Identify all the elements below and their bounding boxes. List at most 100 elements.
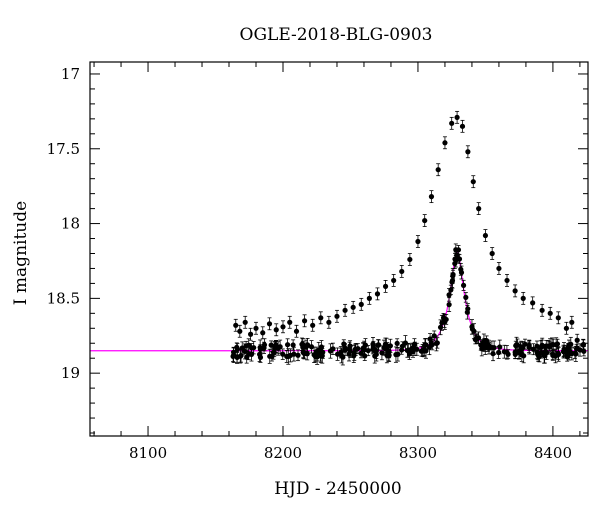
data-point bbox=[581, 348, 587, 354]
data-point bbox=[272, 344, 278, 350]
data-point bbox=[408, 347, 414, 353]
data-point bbox=[512, 351, 518, 357]
data-point bbox=[489, 344, 495, 351]
data-point bbox=[435, 167, 441, 173]
data-point bbox=[470, 179, 476, 185]
data-point bbox=[295, 352, 301, 358]
data-point bbox=[352, 346, 358, 352]
data-point bbox=[458, 269, 465, 276]
data-point bbox=[399, 347, 405, 353]
data-point bbox=[334, 313, 340, 319]
data-point bbox=[300, 349, 306, 355]
data-point bbox=[504, 277, 510, 284]
data-point bbox=[244, 354, 250, 360]
data-point bbox=[522, 341, 528, 347]
data-point bbox=[242, 319, 248, 325]
data-point bbox=[415, 238, 421, 245]
data-point bbox=[456, 256, 463, 262]
data-point bbox=[497, 344, 503, 350]
data-point bbox=[566, 342, 572, 348]
data-point bbox=[267, 353, 273, 359]
data-point bbox=[560, 349, 567, 355]
data-point bbox=[287, 319, 293, 325]
y-tick-label: 19 bbox=[61, 364, 80, 382]
data-point bbox=[327, 348, 334, 354]
data-point bbox=[573, 351, 579, 357]
data-point bbox=[450, 271, 456, 278]
x-tick-label: 8100 bbox=[129, 444, 167, 462]
data-point bbox=[285, 353, 291, 360]
data-point bbox=[563, 325, 570, 331]
data-point bbox=[526, 344, 532, 350]
data-point bbox=[460, 282, 467, 288]
data-point bbox=[574, 337, 580, 343]
data-point bbox=[553, 342, 559, 348]
data-point bbox=[555, 315, 561, 321]
data-point bbox=[422, 217, 428, 224]
data-point bbox=[474, 335, 480, 341]
data-point bbox=[374, 291, 381, 297]
tick-labels: 8100 8200 8300 8400 17 17.5 18 18.5 19 bbox=[47, 65, 572, 462]
data-point bbox=[423, 348, 429, 354]
x-tick-label: 8200 bbox=[264, 444, 302, 462]
data-point bbox=[476, 206, 482, 212]
data-point bbox=[580, 341, 587, 348]
data-point bbox=[261, 342, 268, 348]
data-point bbox=[452, 256, 458, 262]
data-point bbox=[342, 307, 348, 313]
plot-area bbox=[90, 110, 588, 366]
data-point bbox=[273, 327, 279, 333]
y-axis-label: I magnitude bbox=[11, 201, 31, 305]
data-point bbox=[326, 319, 332, 325]
data-point bbox=[386, 348, 392, 354]
data-point bbox=[448, 287, 454, 293]
data-point bbox=[569, 319, 575, 325]
data-point bbox=[257, 344, 263, 351]
data-point bbox=[446, 302, 452, 308]
data-point bbox=[308, 344, 315, 350]
y-tick-label: 18 bbox=[61, 215, 80, 233]
data-point bbox=[366, 295, 372, 301]
data-point bbox=[290, 342, 296, 348]
data-point bbox=[310, 322, 316, 328]
data-point bbox=[268, 342, 274, 348]
data-point bbox=[248, 331, 254, 337]
data-point bbox=[320, 349, 326, 355]
data-point bbox=[293, 328, 300, 334]
y-tick-label: 17.5 bbox=[47, 140, 80, 158]
data-point bbox=[496, 349, 502, 356]
data-point bbox=[399, 268, 405, 275]
data-point bbox=[449, 277, 456, 284]
data-point bbox=[233, 322, 239, 328]
data-point bbox=[249, 345, 255, 351]
x-axis-label: HJD - 2450000 bbox=[274, 479, 402, 499]
data-point bbox=[428, 194, 435, 200]
data-point bbox=[501, 349, 507, 355]
data-point bbox=[520, 295, 526, 301]
data-point bbox=[351, 353, 357, 359]
data-point bbox=[482, 232, 489, 239]
data-point bbox=[564, 354, 570, 360]
axis-ticks bbox=[90, 62, 588, 436]
data-point bbox=[266, 321, 273, 327]
data-point bbox=[342, 345, 348, 351]
data-point bbox=[459, 123, 466, 129]
data-point bbox=[304, 342, 311, 348]
data-point bbox=[301, 318, 308, 324]
x-tick-label: 8400 bbox=[534, 444, 572, 462]
data-point bbox=[539, 307, 545, 313]
data-point bbox=[284, 342, 291, 348]
data-point bbox=[555, 351, 562, 357]
data-point bbox=[465, 149, 471, 155]
y-tick-label: 17 bbox=[61, 65, 80, 83]
data-point bbox=[346, 346, 353, 352]
data-point bbox=[334, 351, 341, 357]
data-point bbox=[434, 340, 440, 346]
data-point bbox=[237, 328, 243, 334]
data-point bbox=[256, 351, 263, 357]
data-point bbox=[449, 120, 455, 126]
data-point bbox=[379, 350, 385, 356]
data-point bbox=[280, 324, 286, 330]
data-point bbox=[465, 306, 471, 312]
